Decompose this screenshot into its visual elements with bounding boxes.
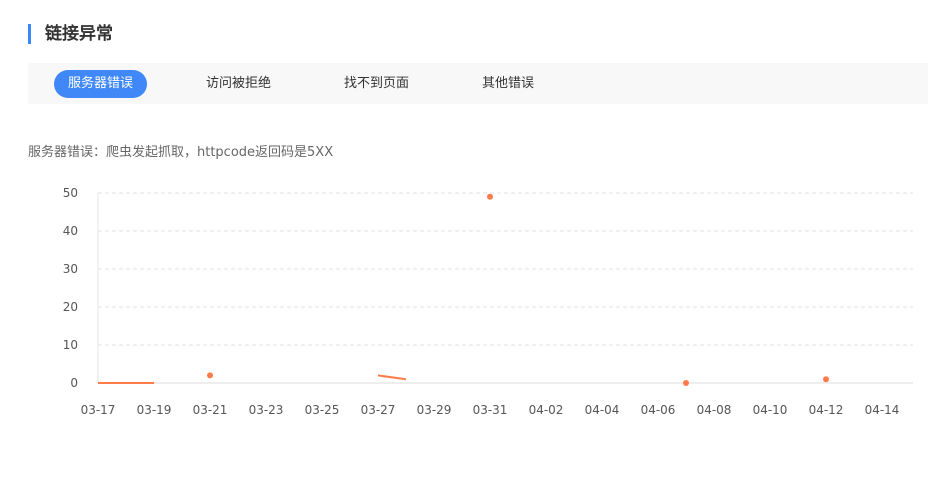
description: 服务器错误：爬虫发起抓取，httpcode返回码是5XX (28, 145, 334, 160)
x-tick-label: 03-27 (361, 403, 396, 417)
x-tick-label: 03-25 (305, 403, 340, 417)
section-title: 链接异常 (28, 24, 113, 44)
x-tick-label: 04-08 (697, 403, 732, 417)
x-tick-label: 03-17 (81, 403, 116, 417)
x-tick-label: 03-19 (137, 403, 172, 417)
y-tick-label: 20 (63, 300, 78, 314)
x-tick-label: 03-23 (249, 403, 284, 417)
x-tick-label: 04-02 (529, 403, 564, 417)
data-point (487, 193, 493, 200)
tab-other-errors[interactable]: 其他错误 (482, 76, 535, 91)
y-tick-label: 30 (63, 262, 78, 276)
y-tick-label: 10 (63, 338, 78, 352)
x-tick-label: 04-04 (585, 403, 620, 417)
tab-server-error[interactable]: 服务器错误 (54, 70, 148, 98)
tab-access-denied[interactable]: 访问被拒绝 (206, 76, 272, 91)
x-tick-label: 04-06 (641, 403, 676, 417)
x-tick-label: 04-14 (865, 403, 900, 417)
x-tick-label: 03-31 (473, 403, 508, 417)
tab-bar: 服务器错误 访问被拒绝 找不到页面 其他错误 (28, 63, 928, 104)
x-tick-label: 03-29 (417, 403, 452, 417)
x-tick-label: 04-10 (753, 403, 788, 417)
y-tick-label: 50 (63, 186, 78, 200)
x-tick-label: 04-12 (809, 403, 844, 417)
data-point (683, 380, 689, 386)
tab-page-not-found[interactable]: 找不到页面 (344, 76, 410, 91)
series-line-segment (377, 374, 407, 381)
x-tick-label: 03-21 (193, 403, 228, 417)
data-point (823, 376, 829, 383)
y-tick-label: 40 (63, 224, 78, 238)
y-tick-label: 0 (70, 376, 78, 390)
data-point (207, 372, 213, 379)
